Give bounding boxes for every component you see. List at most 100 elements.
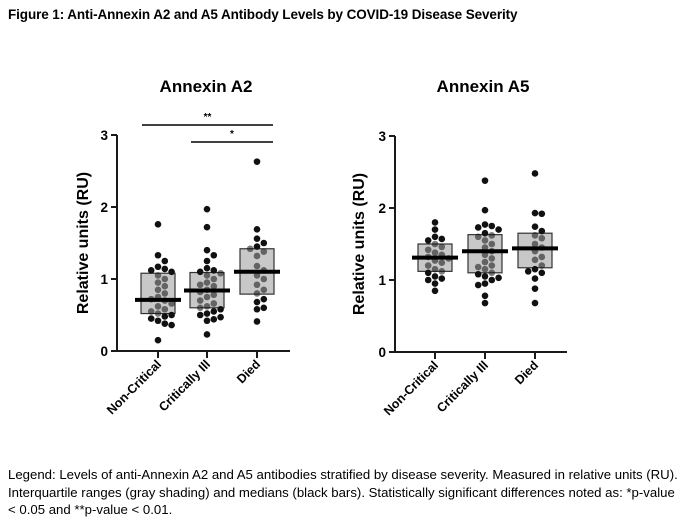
panel-2-title: Annexin A5 bbox=[437, 77, 530, 96]
panel-1-data-point bbox=[210, 267, 218, 274]
panel-1-data-point bbox=[168, 311, 175, 319]
panel-2-data-point bbox=[481, 292, 489, 300]
panel-2-data-point bbox=[431, 287, 439, 295]
panel-2-data-point bbox=[424, 262, 432, 269]
panel-1-y-tick-label: 3 bbox=[100, 128, 108, 143]
panel-1-data-point bbox=[161, 313, 169, 320]
panel-1-data-point bbox=[154, 272, 162, 279]
panel-1-data-point bbox=[260, 304, 268, 312]
panel-1-data-point bbox=[253, 252, 261, 260]
panel-1-data-point bbox=[253, 281, 261, 289]
panel-2-data-point bbox=[531, 240, 539, 248]
panel-2-data-point bbox=[488, 255, 496, 262]
panel-2-data-point bbox=[424, 269, 432, 277]
panel-1-data-point bbox=[210, 251, 218, 259]
panel-2-x-tick-label: Non-Critical bbox=[381, 358, 441, 418]
panel-2-data-point bbox=[431, 280, 439, 287]
chart-area: Annexin A2 0 1 2 3 Relative units (RU) Non-Cri… bbox=[75, 77, 567, 418]
panel-2-x-tick-label: Died bbox=[512, 358, 541, 387]
panel-2-data-point bbox=[431, 265, 439, 273]
panel-1-data-point bbox=[210, 308, 218, 315]
panel-1-data-point bbox=[154, 279, 162, 286]
panel-2-data-point bbox=[431, 273, 439, 280]
panel-2-data-point bbox=[531, 275, 539, 282]
panel-1-data-point bbox=[253, 158, 261, 165]
panel-1-data-point bbox=[147, 315, 155, 322]
panel-2-y-tick-label: 3 bbox=[378, 129, 386, 144]
panel-2-data-point bbox=[524, 268, 532, 275]
panel-2-data-point bbox=[438, 275, 446, 282]
panel-1-data-point bbox=[196, 311, 204, 319]
panel-2-data-point bbox=[438, 259, 446, 267]
panel-2-data-point bbox=[481, 273, 489, 280]
panel-1-data-point bbox=[203, 257, 211, 265]
panel-1-data-point bbox=[154, 336, 162, 344]
panel-1-data-point bbox=[203, 279, 211, 286]
panel-2-data-point bbox=[431, 249, 439, 256]
panel-1-data-point bbox=[217, 269, 224, 277]
panel-1-y-tick-label: 1 bbox=[100, 272, 108, 287]
panel-2-data-point bbox=[481, 206, 489, 214]
panel-2-y-tick-label: 1 bbox=[378, 273, 386, 288]
panel-1-data-point bbox=[154, 251, 162, 259]
panel-1-data-point bbox=[246, 245, 254, 253]
panel-1-data-point bbox=[203, 331, 211, 338]
panel-2-data-point bbox=[531, 223, 539, 231]
figure-title: Figure 1: Anti-Annexin A2 and A5 Antibod… bbox=[8, 7, 518, 22]
panel-1-data-point bbox=[161, 275, 169, 283]
panel-1-y-axis-label: Relative units (RU) bbox=[75, 172, 92, 314]
panel-2-data-point bbox=[481, 229, 489, 237]
panel-1-data-point bbox=[253, 262, 261, 270]
panel-2-data-point bbox=[438, 235, 446, 243]
panel-1-data-point bbox=[196, 268, 204, 276]
panel-2-data-point bbox=[474, 281, 482, 289]
panel-1-data-point bbox=[154, 310, 162, 317]
panel-2-data-point bbox=[438, 268, 446, 275]
panel-2-data-point bbox=[481, 237, 489, 244]
panel-1-data-point bbox=[154, 263, 162, 271]
panel-1-data-point bbox=[260, 286, 268, 294]
panel-2-data-point bbox=[431, 233, 439, 241]
panel-1-x-tick-label: Non-Critical bbox=[104, 357, 164, 417]
panel-1-data-point bbox=[168, 268, 175, 276]
panel-2-data-point bbox=[481, 177, 489, 184]
panel-1-data-point bbox=[203, 205, 211, 213]
panel-1-data-point bbox=[147, 308, 155, 315]
panel-1-data-point bbox=[210, 282, 218, 290]
panel-1-data-point bbox=[154, 317, 162, 325]
panel-1-data-point bbox=[154, 286, 162, 294]
panel-1-data-point bbox=[253, 290, 261, 297]
panel-1-data-point bbox=[154, 303, 162, 310]
panel-1-data-point bbox=[147, 267, 155, 274]
panel-1-data-point bbox=[203, 317, 211, 325]
panel-1-data-point bbox=[217, 305, 224, 313]
panel-2-y-axis-label: Relative units (RU) bbox=[351, 173, 368, 315]
panel-1-data-point bbox=[217, 313, 224, 321]
panel-2-data-point bbox=[474, 263, 482, 271]
panel-2-data-point bbox=[538, 210, 546, 218]
panel-2-data-point bbox=[488, 276, 496, 284]
panel-2-data-point bbox=[431, 219, 439, 226]
panel-2-data-point bbox=[431, 226, 439, 233]
panel-2-data-point bbox=[488, 262, 496, 269]
panel-2-y-tick-label: 0 bbox=[378, 345, 386, 360]
panel-1-significance-label: ** bbox=[204, 112, 212, 123]
panel-2-data-point bbox=[488, 269, 496, 277]
panel-2-data-point bbox=[474, 233, 482, 241]
panel-1-data-point bbox=[203, 293, 211, 301]
panel-2-data-point bbox=[538, 253, 546, 261]
panel-2-data-point bbox=[538, 269, 546, 277]
panel-1-data-point bbox=[168, 321, 175, 329]
panel-1-data-point bbox=[253, 298, 261, 306]
panel-1-data-point bbox=[260, 275, 268, 283]
panel-2-data-point bbox=[481, 258, 489, 266]
panel-1-data-point bbox=[161, 305, 169, 313]
panel-2-data-point bbox=[495, 274, 502, 282]
panel-1-data-point bbox=[253, 235, 261, 242]
panel-1-data-point bbox=[161, 290, 169, 297]
panel-1-data-point bbox=[210, 316, 218, 323]
panel-1-data-point bbox=[161, 265, 169, 273]
panel-2-data-point bbox=[531, 265, 539, 273]
panel-1-data-point bbox=[260, 295, 268, 303]
panel-2-data-point bbox=[424, 237, 432, 244]
